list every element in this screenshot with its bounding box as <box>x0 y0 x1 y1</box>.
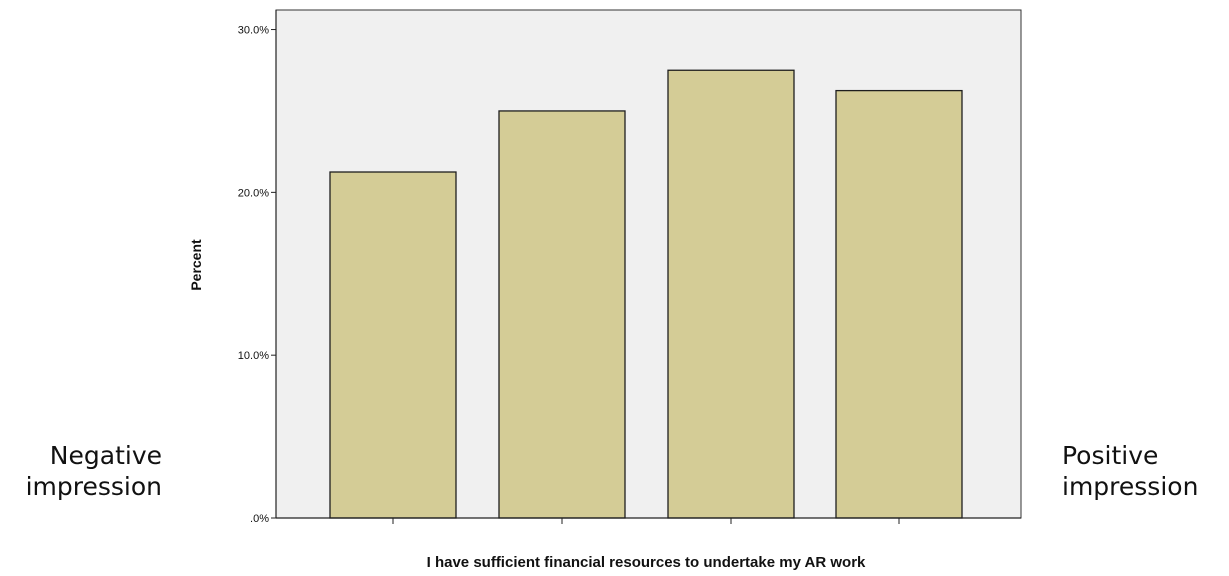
negative-label-line2: impression <box>25 472 162 501</box>
negative-impression-label: Negative impression <box>20 440 162 502</box>
bar <box>835 89 963 519</box>
bar <box>329 171 457 519</box>
positive-label-line2: impression <box>1062 472 1199 501</box>
y-axis-title: Percent <box>188 239 204 291</box>
bar <box>667 69 795 519</box>
y-tick-label: .0% <box>250 513 269 525</box>
bar <box>498 110 626 519</box>
axes: .0% 10.0% 20.0% 30.0% <box>238 10 1021 525</box>
bars-layer <box>329 69 963 519</box>
y-tick-label: 10.0% <box>238 350 269 362</box>
x-axis-title: I have sufficient financial resources to… <box>427 554 866 571</box>
negative-label-line1: Negative <box>49 441 162 470</box>
y-tick-label: 30.0% <box>238 25 269 37</box>
y-tick-label: 20.0% <box>238 187 269 199</box>
positive-impression-label: Positive impression <box>1062 440 1222 502</box>
positive-label-line1: Positive <box>1062 441 1159 470</box>
